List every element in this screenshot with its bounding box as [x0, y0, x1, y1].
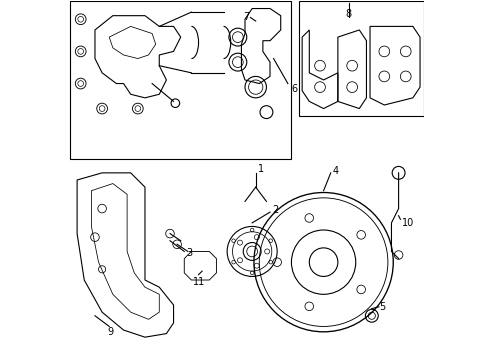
Text: 8: 8 [345, 9, 352, 19]
Text: 9: 9 [107, 327, 114, 337]
Text: 2: 2 [272, 205, 278, 215]
Text: 5: 5 [380, 302, 386, 312]
Text: 4: 4 [333, 166, 339, 176]
Text: 11: 11 [193, 277, 205, 287]
Text: 7: 7 [243, 13, 249, 22]
Text: 3: 3 [186, 248, 192, 258]
Bar [70, 1, 292, 158]
Text: 10: 10 [402, 218, 415, 228]
Bar [298, 1, 424, 116]
Text: 6: 6 [292, 84, 297, 94]
Text: 1: 1 [258, 164, 264, 174]
